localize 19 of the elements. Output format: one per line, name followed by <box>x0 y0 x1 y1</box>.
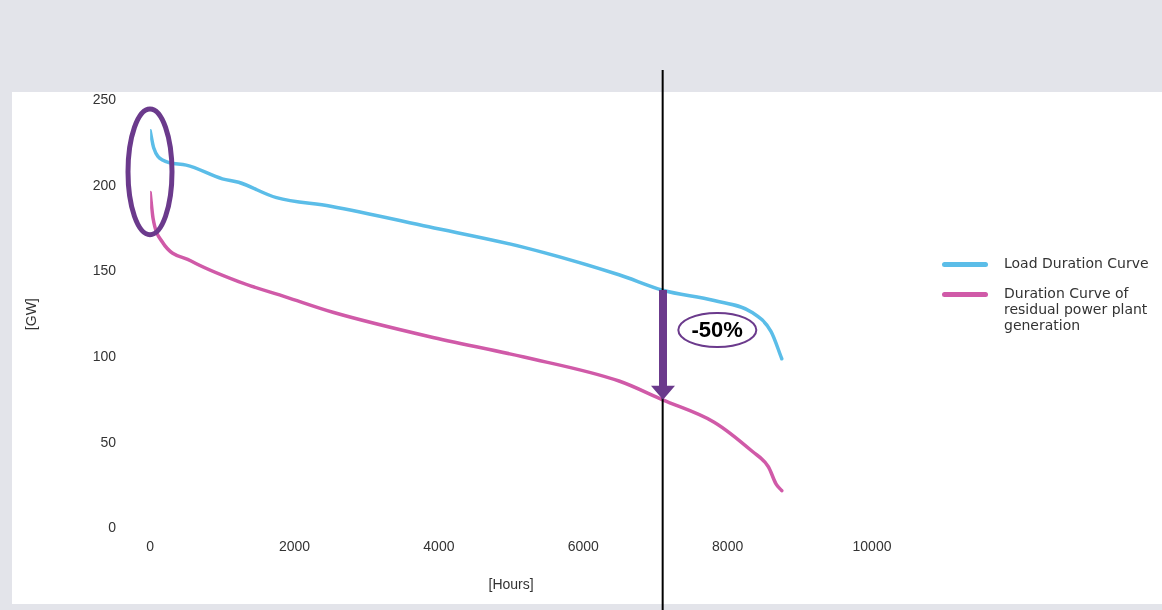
y-tick-label: 250 <box>92 90 117 107</box>
y-axis-title: [GW] <box>23 298 40 331</box>
x-tick-label: 2000 <box>278 537 311 554</box>
y-tick-label: 50 <box>100 433 117 450</box>
y-tick-label: 150 <box>92 262 117 279</box>
x-tick-label: 6000 <box>567 537 600 554</box>
line-series <box>150 129 784 361</box>
legend-label: Load Duration Curve <box>1004 255 1149 271</box>
x-axis-title: [Hours] <box>488 576 534 593</box>
line-series <box>150 190 784 493</box>
y-tick-label: 100 <box>92 347 117 364</box>
x-tick-label: 8000 <box>712 537 744 554</box>
x-tick-label: 0 <box>146 537 155 554</box>
x-tick-label: 4000 <box>423 537 455 554</box>
y-tick-label: 0 <box>108 519 117 536</box>
annotation: -50% <box>677 312 757 349</box>
x-tick-label: 10000 <box>852 537 892 554</box>
legend-label: Duration Curve of residual power plant generation <box>1004 285 1149 333</box>
y-tick-label: 200 <box>92 176 117 193</box>
